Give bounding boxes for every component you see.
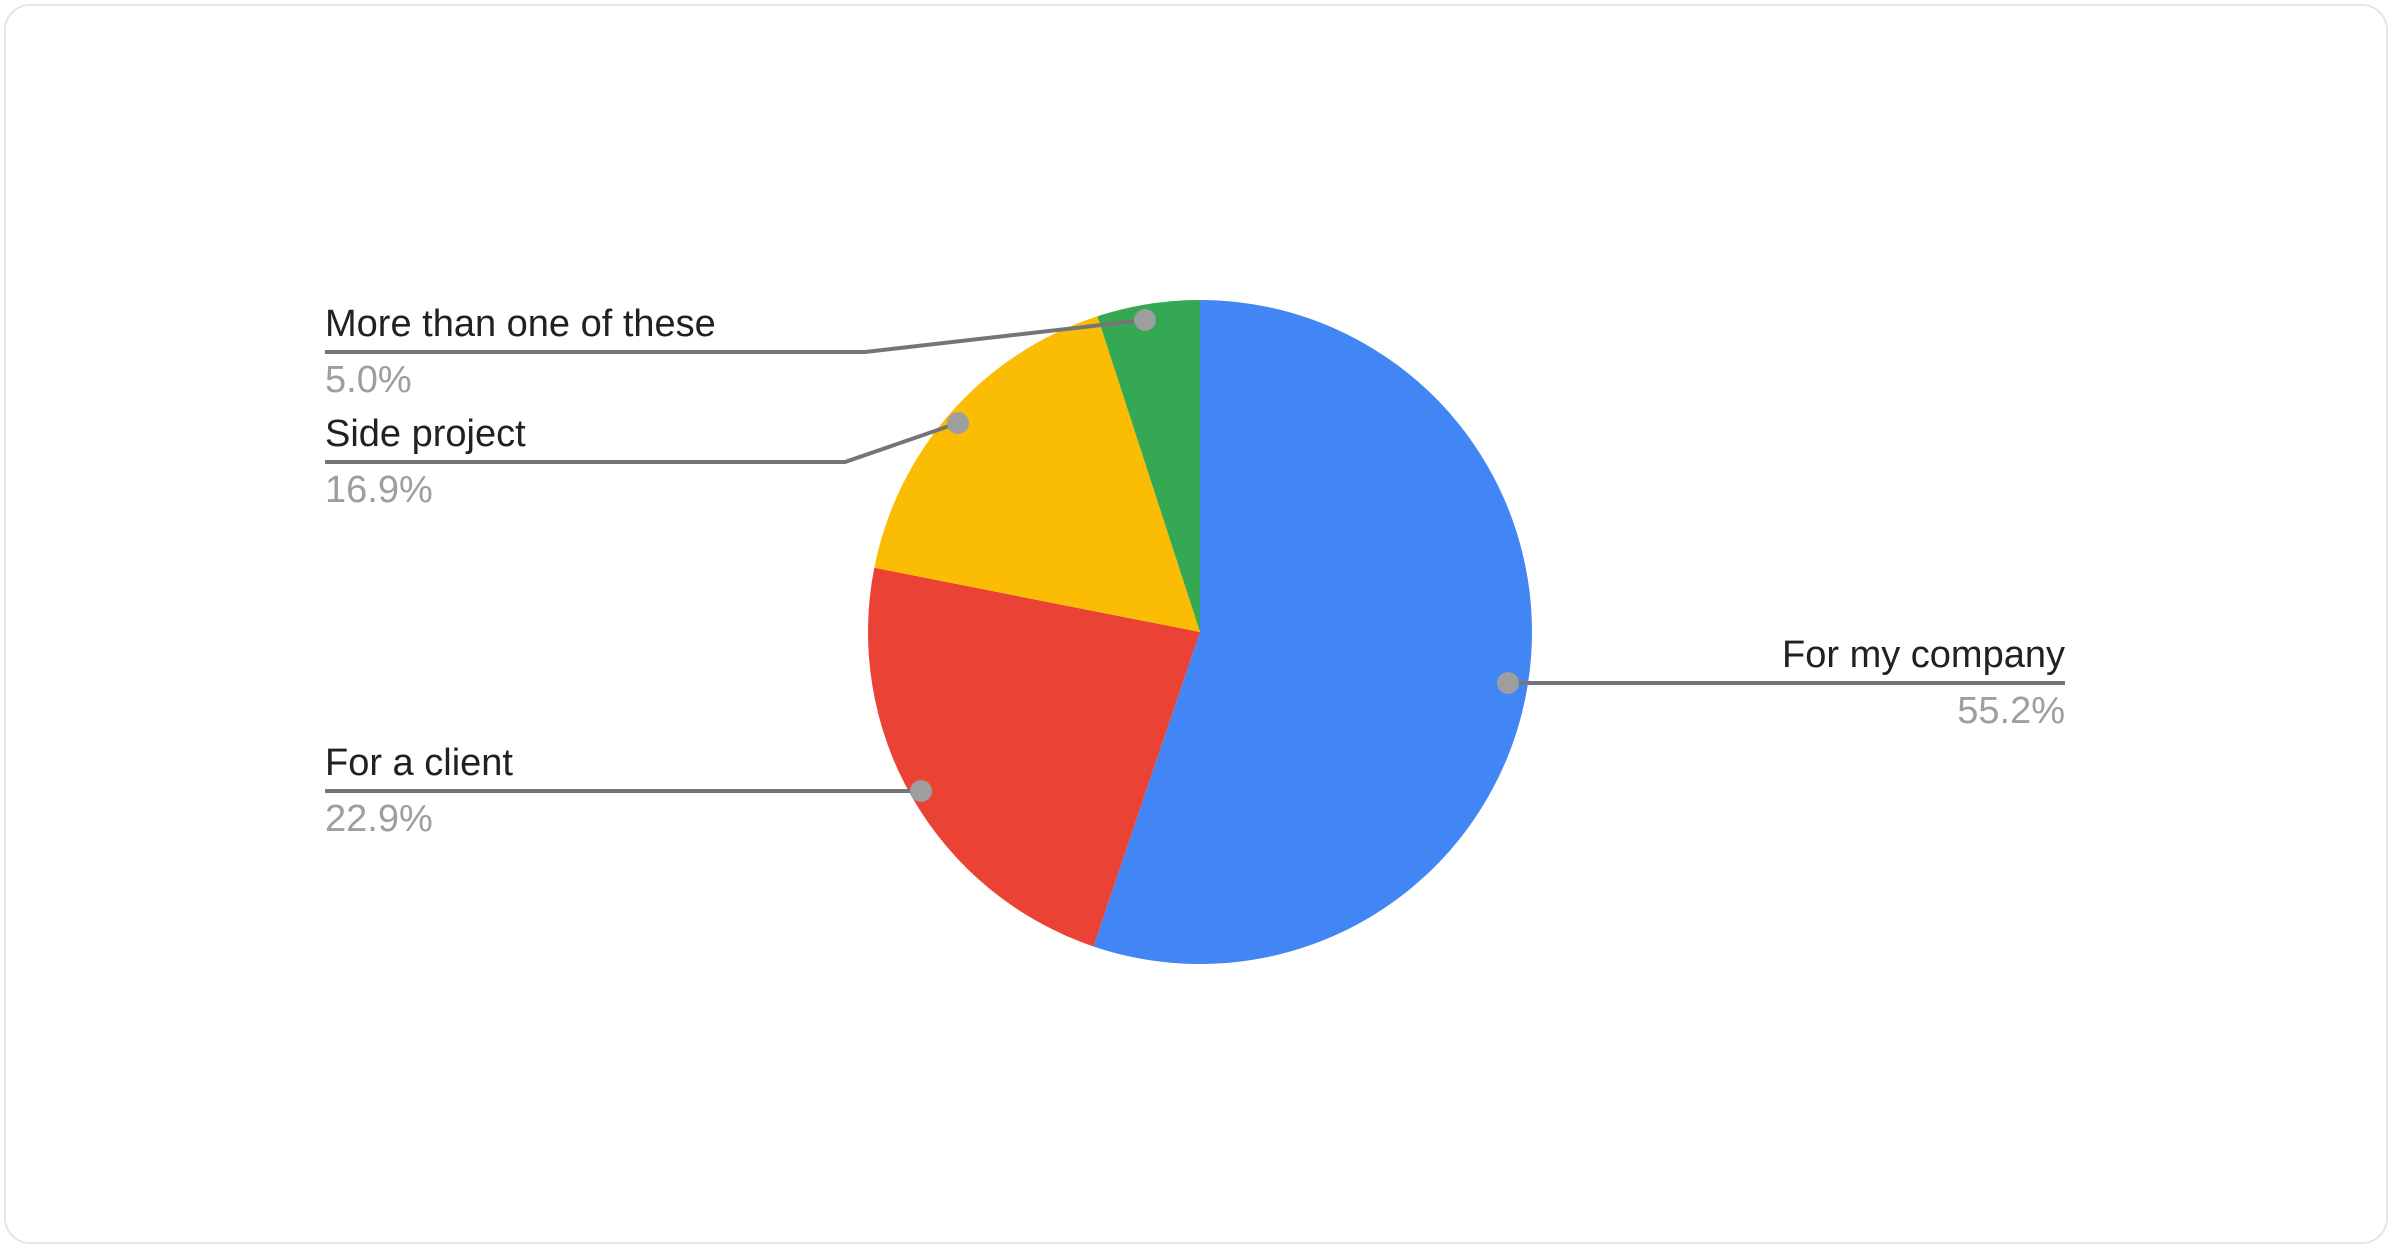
slice-percent-more-than-one-of-these: 5.0% <box>325 359 412 401</box>
slice-percent-for-a-client: 22.9% <box>325 798 433 840</box>
pie-slice-side-project[interactable] <box>874 316 1200 632</box>
slice-labels: More than one of these 5.0% Side project… <box>325 303 2065 840</box>
leader-line-more-than-one-of-these <box>325 318 1146 354</box>
slice-label-for-my-company: For my company <box>1782 634 2065 676</box>
slice-label-for-a-client: For a client <box>325 742 513 784</box>
slice-label-side-project: Side project <box>325 413 526 455</box>
slice-percent-for-my-company: 55.2% <box>1957 690 2065 732</box>
leader-line-side-project <box>325 421 959 464</box>
leader-dot-for-a-client <box>910 780 932 802</box>
leader-dot-for-my-company <box>1497 672 1519 694</box>
leader-dot-more-than-one-of-these <box>1134 309 1156 331</box>
pie-slices <box>868 300 1532 965</box>
slice-label-more-than-one-of-these: More than one of these <box>325 303 716 345</box>
leader-lines <box>325 318 2065 793</box>
leader-dots <box>910 309 1519 802</box>
leader-dot-side-project <box>947 412 969 434</box>
pie-slice-for-my-company[interactable] <box>1093 300 1532 965</box>
pie-slice-for-a-client[interactable] <box>868 567 1200 947</box>
pie-slice-more-than-one-of-these[interactable] <box>1097 300 1200 632</box>
slice-percent-side-project: 16.9% <box>325 469 433 511</box>
